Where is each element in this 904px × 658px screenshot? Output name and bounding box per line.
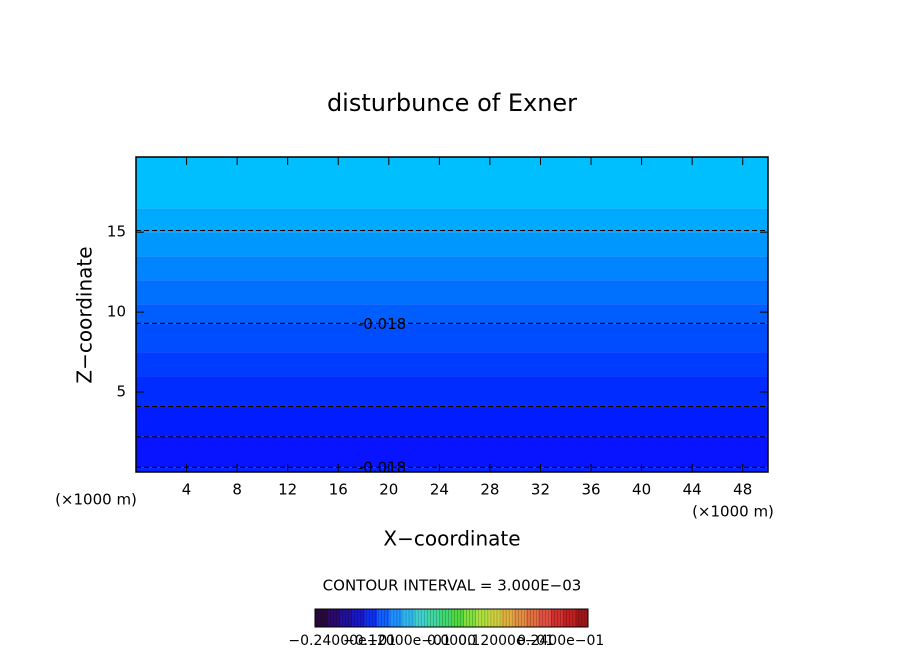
colorbar-swatch [463, 609, 477, 627]
colorbar-swatch [364, 609, 378, 627]
colorbar-swatch [451, 609, 465, 627]
x-tick-label: 28 [480, 481, 499, 499]
colorbar-swatch [327, 609, 341, 627]
colorbar-swatch [538, 609, 552, 627]
y-tick-label: 5 [116, 383, 126, 401]
x-tick-label: 36 [581, 481, 600, 499]
contour-band [136, 376, 768, 407]
contour-band [136, 323, 768, 353]
x-tick-label: 16 [329, 481, 348, 499]
x-tick-label: 20 [379, 481, 398, 499]
x-unit: (×1000 m) [55, 491, 137, 509]
x-axis-label: X−coordinate [383, 527, 520, 551]
colorbar-frame [314, 608, 589, 628]
x-tick-label: 4 [182, 481, 192, 499]
contour-band [136, 280, 768, 305]
contour-label: -0.018 [358, 315, 406, 333]
colorbar-tick-label: −0.24000e−01 [288, 633, 396, 649]
y-axis-label: Z−coordinate [73, 246, 97, 383]
contour-band [136, 352, 768, 377]
colorbar-swatch [501, 609, 514, 627]
x-tick-label: 44 [683, 481, 702, 499]
contour-band [136, 232, 768, 257]
y-tick-label: 10 [107, 303, 126, 321]
contour-label: -0.018 [358, 459, 406, 477]
colorbar-swatch [315, 609, 328, 627]
colorbar-swatch [550, 609, 564, 627]
plot-frame [135, 156, 769, 473]
y-tick-label: 15 [107, 223, 126, 241]
x-tick-label: 24 [430, 481, 449, 499]
contour-band [136, 436, 768, 468]
colorbar-swatch [476, 609, 490, 627]
colorbar-swatch [426, 609, 440, 627]
contour-band [136, 208, 768, 233]
x-tick-label: 48 [733, 481, 752, 499]
colorbar-tick-label: −0.12000e−01 [343, 633, 451, 649]
contour-interval: CONTOUR INTERVAL = 3.000E−03 [323, 577, 582, 595]
colorbar-swatch [414, 609, 427, 627]
chart-title: disturbunce of Exner [327, 89, 577, 117]
colorbar-swatch [352, 609, 365, 627]
colorbar-swatch [339, 609, 353, 627]
colorbar-tick-label: 0.12000e−01 [458, 633, 554, 649]
x-tick-label: 40 [632, 481, 651, 499]
contour-band [136, 467, 768, 472]
x-unit: (×1000 m) [692, 503, 774, 521]
contour-band [136, 157, 768, 209]
colorbar-tick-label: 0.0000 [427, 633, 476, 649]
colorbar-swatch [525, 609, 539, 627]
x-tick-label: 8 [232, 481, 242, 499]
colorbar-swatch [513, 609, 527, 627]
x-tick-label: 32 [531, 481, 550, 499]
x-tick-label: 12 [278, 481, 297, 499]
colorbar-swatch [488, 609, 502, 627]
contour-band [136, 304, 768, 324]
contour-band [136, 406, 768, 437]
colorbar-swatch [389, 609, 403, 627]
contour-band [136, 256, 768, 281]
colorbar-swatch [377, 609, 390, 627]
colorbar-swatch [401, 609, 415, 627]
colorbar-tick-label: 0.2400e−01 [517, 633, 604, 649]
colorbar-swatch [563, 609, 576, 627]
